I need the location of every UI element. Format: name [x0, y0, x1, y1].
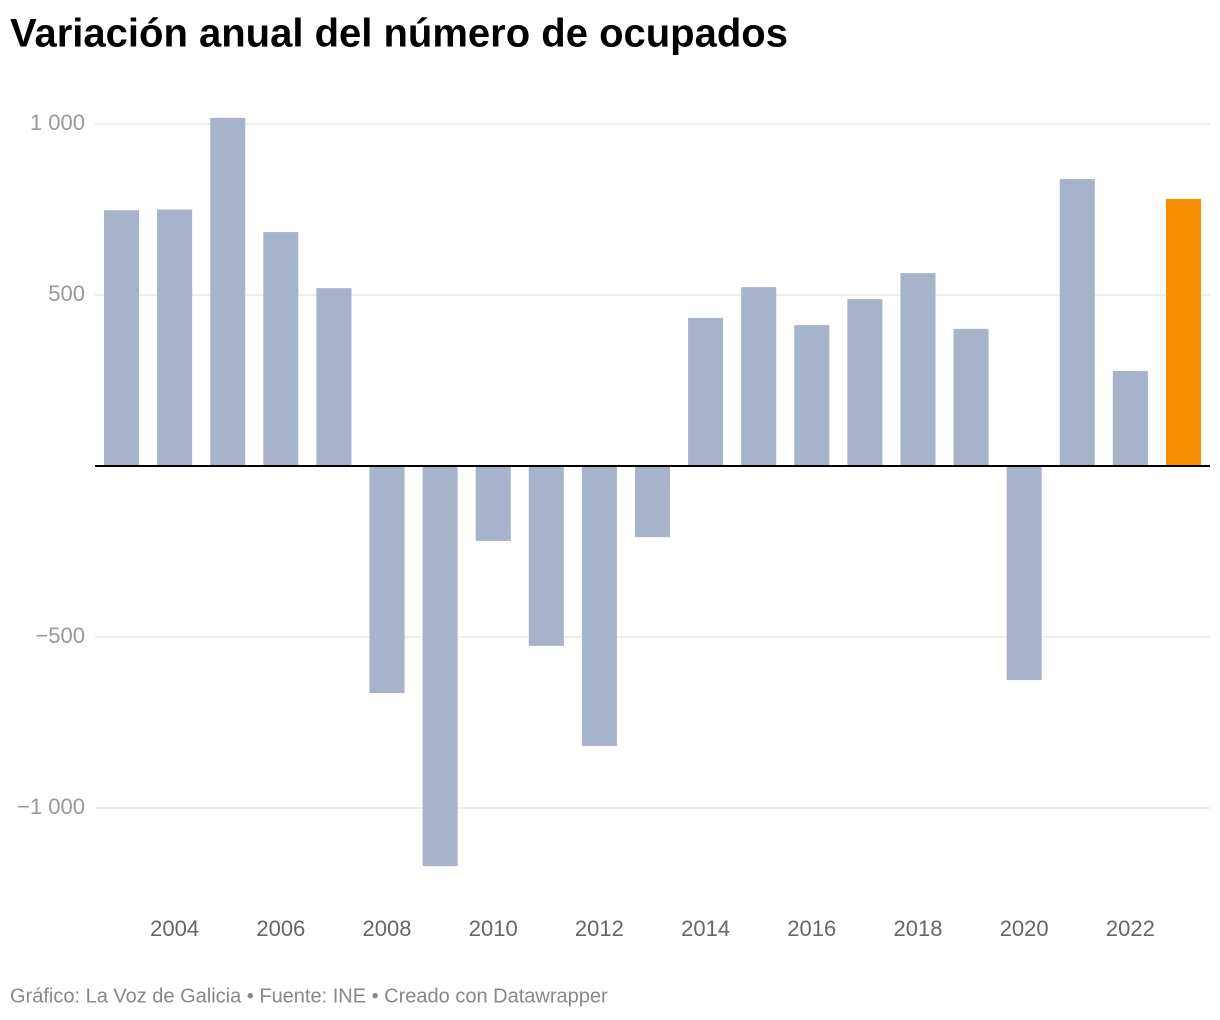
- source: Gráfico: La Voz de Galicia • Fuente: INE…: [10, 985, 608, 1007]
- bar: [475, 466, 511, 541]
- bar: [528, 466, 564, 646]
- bar: [1165, 198, 1201, 466]
- chart-title: Variación anual del número de ocupados: [10, 12, 788, 56]
- x-tick-label: 2020: [1000, 916, 1049, 941]
- bar: [953, 328, 989, 466]
- y-tick-label: −500: [35, 623, 85, 648]
- x-tick-label: 2012: [575, 916, 624, 941]
- x-tick-label: 2016: [787, 916, 836, 941]
- x-tick-label: 2018: [893, 916, 942, 941]
- bar: [316, 288, 352, 466]
- x-tick-label: 2010: [469, 916, 518, 941]
- bar: [1006, 466, 1042, 681]
- bar: [104, 210, 140, 466]
- x-tick-label: 2014: [681, 916, 730, 941]
- bar: [369, 466, 405, 694]
- bar: [794, 325, 830, 466]
- bar: [263, 232, 299, 466]
- bar: [1059, 179, 1095, 466]
- bar: [900, 273, 936, 466]
- y-tick-label: 1 000: [30, 110, 85, 135]
- bar: [688, 317, 724, 466]
- bar: [1112, 370, 1148, 466]
- x-tick-label: 2022: [1106, 916, 1155, 941]
- x-tick-label: 2008: [363, 916, 412, 941]
- y-tick-label: 500: [48, 281, 85, 306]
- bar: [422, 466, 458, 867]
- bar: [634, 466, 671, 538]
- x-tick-label: 2006: [256, 916, 305, 941]
- y-tick-label: −1 000: [17, 794, 85, 819]
- bar: [741, 287, 777, 466]
- bar: [157, 209, 193, 466]
- bar: [847, 299, 883, 466]
- bar: [210, 117, 246, 467]
- x-tick-label: 2004: [150, 916, 199, 941]
- bar: [581, 466, 617, 747]
